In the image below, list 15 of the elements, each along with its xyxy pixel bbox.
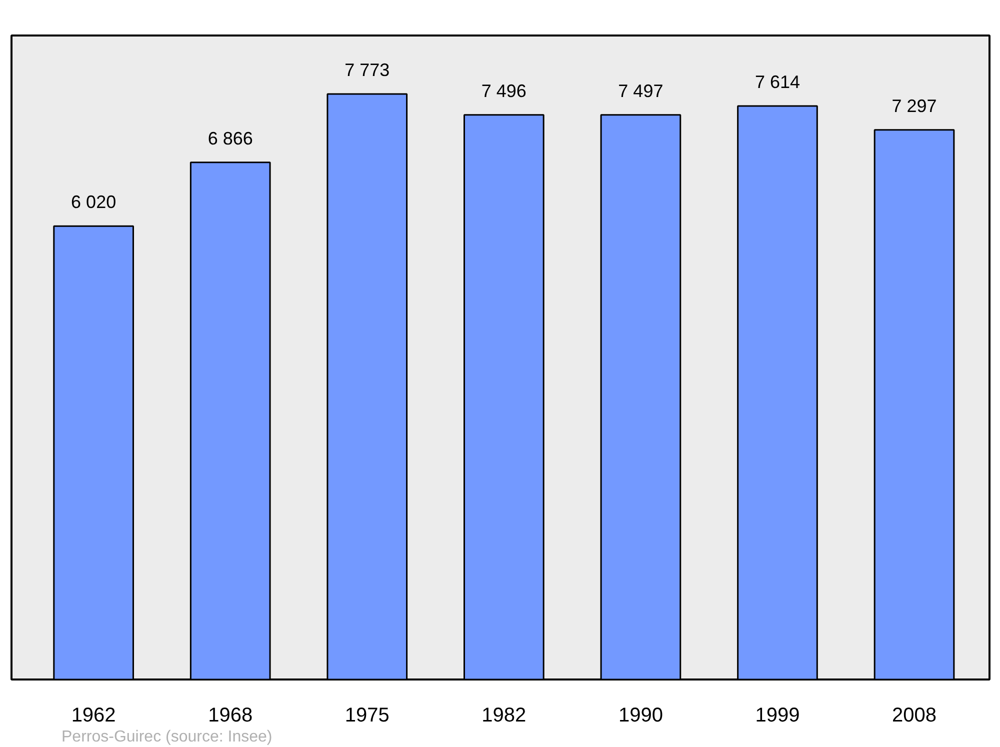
x-tick-label: 1999 xyxy=(755,704,800,726)
x-tick-label: 1990 xyxy=(618,704,663,726)
data-label: 6 020 xyxy=(71,192,116,212)
data-label: 7 497 xyxy=(618,80,664,101)
data-label: 7 614 xyxy=(754,72,800,92)
x-tick-label: 1962 xyxy=(71,704,116,726)
data-label: 7 496 xyxy=(481,80,526,101)
data-label: 7 297 xyxy=(892,96,937,116)
x-tick-label: 1975 xyxy=(344,704,390,726)
x-tick-label: 2008 xyxy=(892,704,937,726)
x-tick-label: 1968 xyxy=(208,704,253,726)
x-tick-label: 1982 xyxy=(482,704,526,726)
data-label: 6 866 xyxy=(208,128,253,148)
data-label: 7 773 xyxy=(344,60,390,80)
text: Perros-Guirec (source: Insee) xyxy=(62,728,272,746)
